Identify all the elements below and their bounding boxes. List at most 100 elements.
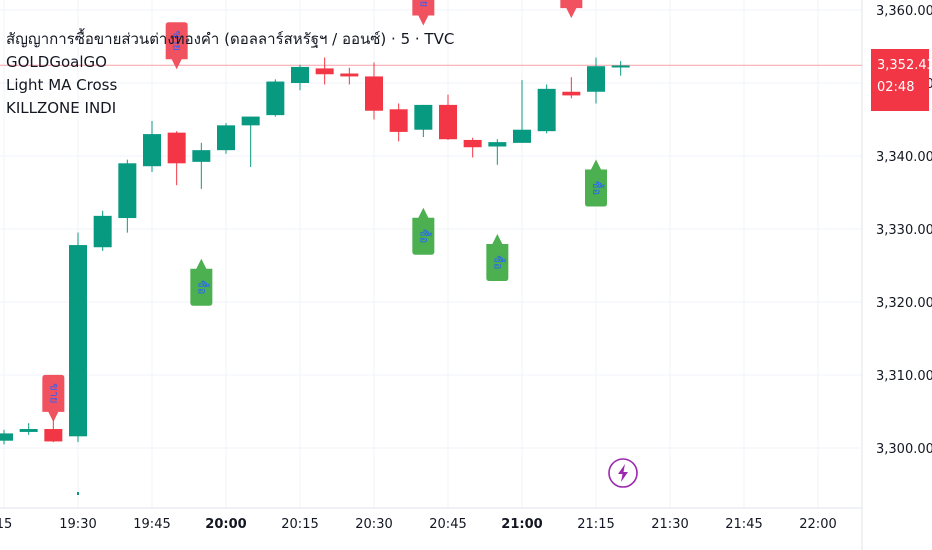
buy-label-text: ซื้อ bbox=[590, 181, 605, 195]
candle-up[interactable] bbox=[118, 159, 137, 233]
time-tick-label: 21:30 bbox=[651, 517, 688, 532]
candle-up[interactable] bbox=[266, 79, 285, 117]
sell-signal-label: ขาย bbox=[165, 22, 188, 70]
candle-up[interactable] bbox=[587, 57, 605, 104]
buy-label-text: ซื้อ bbox=[491, 255, 506, 269]
time-tick-label: 20:15 bbox=[281, 517, 318, 532]
bar-countdown: 02:48 bbox=[877, 80, 915, 95]
time-axis[interactable]: 15 19:30 19:45 20:00 20:15 20:30 20:45 21:00 21:… bbox=[0, 517, 837, 532]
candle-body bbox=[537, 88, 556, 132]
buy-signal-label: ซื้อ bbox=[190, 258, 213, 306]
time-tick-label: 20:30 bbox=[355, 517, 392, 532]
candle-body bbox=[69, 245, 87, 437]
price-tick-label: 3,320.000 bbox=[876, 296, 932, 311]
candle-up[interactable] bbox=[513, 80, 531, 143]
last-price-tag: 3,352.435 02:48 bbox=[871, 49, 932, 111]
candle-up[interactable] bbox=[488, 139, 507, 165]
buy-signal-label: ซื้อ bbox=[412, 207, 435, 255]
candle-down[interactable] bbox=[340, 67, 359, 85]
candle-down[interactable] bbox=[44, 418, 63, 443]
buy-signal-label: ซื้อ bbox=[486, 233, 509, 281]
candle-body bbox=[217, 125, 235, 151]
price-tick-label: 3,340.000 bbox=[876, 150, 932, 165]
candle-body bbox=[241, 116, 260, 126]
candle-body bbox=[611, 65, 630, 68]
candle-body bbox=[562, 91, 581, 96]
candle-body bbox=[266, 81, 285, 116]
sell-label-shape bbox=[165, 22, 188, 70]
candle-down[interactable] bbox=[463, 137, 482, 158]
time-tick-label: 22:00 bbox=[799, 517, 836, 532]
candle-up[interactable] bbox=[93, 210, 112, 251]
candle-body bbox=[143, 134, 161, 167]
candle-up[interactable] bbox=[291, 64, 309, 91]
candle-body bbox=[488, 142, 507, 147]
candle-body bbox=[44, 429, 63, 442]
sell-signal-label: ขาย bbox=[560, 0, 583, 19]
sell-label-shape bbox=[560, 0, 583, 19]
buy-label-shape bbox=[190, 258, 213, 306]
candle-up[interactable] bbox=[414, 104, 433, 138]
candle-up[interactable] bbox=[0, 429, 13, 445]
sell-label-text: ขาย bbox=[171, 31, 184, 51]
sell-label-shape bbox=[412, 0, 435, 26]
symbol-title[interactable]: สัญญาการซื้อขายส่วนต่างทองคำ (ดอลลาร์สหร… bbox=[6, 30, 455, 48]
candle-body bbox=[365, 76, 383, 111]
lightning-icon[interactable] bbox=[608, 458, 638, 488]
candle-body bbox=[315, 68, 334, 75]
chart-legend: สัญญาการซื้อขายส่วนต่างทองคำ (ดอลลาร์สหร… bbox=[6, 28, 454, 120]
candle-up[interactable] bbox=[537, 84, 556, 134]
buy-label-shape bbox=[486, 233, 509, 281]
time-tick-label: 20:00 bbox=[205, 517, 246, 532]
candle-down[interactable] bbox=[167, 131, 186, 186]
candle-down[interactable] bbox=[365, 62, 383, 120]
sell-signal-label: ขาย bbox=[412, 0, 435, 26]
time-tick-label: 21:15 bbox=[577, 517, 614, 532]
candle-down[interactable] bbox=[315, 57, 334, 85]
price-tick-label: 3,360.000 bbox=[876, 4, 932, 19]
time-tick-label: 19:45 bbox=[133, 517, 170, 532]
sell-label-shape bbox=[42, 374, 65, 422]
candle-up[interactable] bbox=[69, 232, 87, 443]
candle-down[interactable] bbox=[562, 77, 581, 99]
indicator-light-ma-cross[interactable]: Light MA Cross bbox=[6, 76, 118, 94]
time-tick-label: 21:00 bbox=[501, 517, 542, 532]
indicator-killzone-indi[interactable]: KILLZONE INDI bbox=[6, 99, 117, 117]
candle-body bbox=[439, 104, 457, 140]
candle-body bbox=[118, 163, 137, 219]
candle-body bbox=[587, 66, 605, 92]
sell-label-text: ขาย bbox=[417, 0, 430, 7]
candle-up[interactable] bbox=[192, 142, 211, 189]
buy-label-shape bbox=[585, 159, 607, 207]
candle-body bbox=[192, 150, 211, 162]
candle-up[interactable] bbox=[217, 123, 235, 154]
buy-label-text: ซื้อ bbox=[417, 229, 432, 243]
lightning-bolt bbox=[618, 464, 628, 482]
indicator-goldgoalgo[interactable]: GOLDGoalGO bbox=[6, 53, 107, 71]
candle-up[interactable] bbox=[19, 423, 38, 435]
price-tick-label: 3,330.000 bbox=[876, 223, 932, 238]
price-tick-label: 3,300.000 bbox=[876, 442, 932, 457]
event-marker bbox=[77, 492, 79, 495]
sell-label-text: ขาย bbox=[47, 383, 60, 403]
candle-body bbox=[340, 73, 359, 77]
last-price-value: 3,352.435 bbox=[877, 58, 932, 73]
sell-signal-label: ขาย bbox=[42, 374, 65, 422]
time-tick-label: 21:45 bbox=[725, 517, 762, 532]
time-tick-label: 20:45 bbox=[429, 517, 466, 532]
buy-label-text: ซื้อ bbox=[195, 280, 210, 294]
candle-down[interactable] bbox=[389, 103, 408, 142]
candle-up[interactable] bbox=[143, 120, 161, 173]
candle-body bbox=[0, 433, 13, 441]
candle-up[interactable] bbox=[611, 61, 630, 76]
price-tick-label: 3,310.000 bbox=[876, 369, 932, 384]
candle-body bbox=[463, 139, 482, 148]
candle-body bbox=[389, 109, 408, 132]
candle-down[interactable] bbox=[439, 94, 457, 140]
time-tick-label: 15 bbox=[0, 517, 12, 532]
buy-signal-label: ซื้อ bbox=[585, 159, 607, 207]
candle-up[interactable] bbox=[241, 116, 260, 167]
candle-body bbox=[19, 429, 38, 432]
candle-body bbox=[414, 104, 433, 130]
